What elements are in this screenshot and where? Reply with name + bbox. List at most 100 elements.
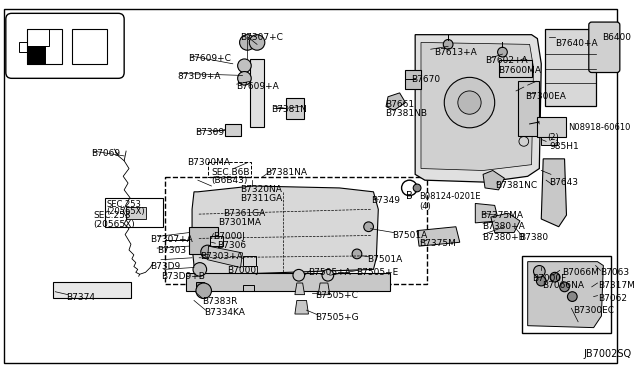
Circle shape: [239, 35, 255, 50]
Circle shape: [413, 184, 421, 192]
Polygon shape: [192, 186, 378, 275]
Polygon shape: [295, 301, 308, 314]
Text: B7349: B7349: [371, 196, 401, 205]
Text: B7066NA: B7066NA: [542, 281, 584, 290]
Text: SEC.253: SEC.253: [93, 211, 131, 220]
Text: B7600MA: B7600MA: [499, 66, 541, 75]
Text: SEC.B6B: SEC.B6B: [211, 167, 250, 177]
Text: B08124-0201E: B08124-0201E: [419, 192, 481, 201]
Text: B7320NA: B7320NA: [241, 185, 282, 194]
Text: B7505+E: B7505+E: [356, 269, 398, 278]
Circle shape: [237, 71, 252, 85]
Text: B73D9+B: B73D9+B: [161, 272, 205, 281]
Text: B: B: [406, 191, 413, 201]
Circle shape: [560, 282, 570, 292]
Text: B7000J: B7000J: [213, 232, 245, 241]
Polygon shape: [318, 283, 330, 295]
Text: B7609+C: B7609+C: [188, 54, 231, 63]
Text: B7640+A: B7640+A: [555, 39, 598, 48]
Text: JB7002SQ: JB7002SQ: [583, 349, 631, 359]
Text: B7303: B7303: [157, 246, 186, 255]
Circle shape: [550, 272, 560, 282]
Text: B7069: B7069: [91, 149, 120, 158]
Bar: [189, 227, 218, 254]
Circle shape: [237, 59, 252, 73]
Text: B7000J: B7000J: [227, 266, 259, 275]
Bar: [19, 42, 27, 52]
Text: B7380: B7380: [519, 232, 548, 241]
Text: B7306: B7306: [218, 241, 246, 250]
Circle shape: [201, 245, 214, 259]
Bar: [196, 282, 204, 290]
Text: B7311GA: B7311GA: [241, 194, 283, 203]
Text: B7383R: B7383R: [202, 296, 237, 305]
Text: B7309: B7309: [195, 128, 224, 137]
Bar: [541, 138, 557, 145]
Circle shape: [293, 269, 305, 281]
Circle shape: [444, 39, 453, 49]
Bar: [126, 207, 145, 219]
Bar: [165, 177, 427, 284]
Bar: [545, 29, 596, 106]
Text: (20565X): (20565X): [93, 220, 135, 229]
Text: 873D9+A: 873D9+A: [177, 71, 221, 81]
Text: (4): (4): [419, 202, 431, 211]
Polygon shape: [417, 227, 460, 246]
Text: B7505+G: B7505+G: [316, 313, 359, 322]
Polygon shape: [415, 35, 541, 182]
Bar: [250, 59, 264, 127]
Bar: [207, 162, 252, 177]
Polygon shape: [491, 213, 520, 232]
Text: B7000F: B7000F: [532, 274, 567, 283]
Text: B7307+A: B7307+A: [150, 234, 193, 244]
Circle shape: [193, 263, 207, 276]
Text: B7670: B7670: [412, 76, 440, 84]
Text: N08918-60610: N08918-60610: [568, 123, 631, 132]
Text: B7380+A: B7380+A: [482, 222, 525, 231]
Polygon shape: [528, 262, 604, 328]
Text: B7303+A: B7303+A: [200, 252, 243, 261]
Bar: [186, 273, 390, 291]
Text: B7609+A: B7609+A: [236, 82, 278, 91]
Bar: [105, 198, 163, 227]
Polygon shape: [421, 42, 534, 170]
Text: SEC.253: SEC.253: [107, 200, 141, 209]
Text: B7501A: B7501A: [392, 231, 427, 240]
Text: B7300EC: B7300EC: [573, 306, 614, 315]
Text: B7374: B7374: [66, 293, 95, 302]
Bar: [225, 124, 241, 135]
Polygon shape: [483, 170, 504, 190]
Text: B7381NB: B7381NB: [385, 109, 427, 118]
Text: B7375M: B7375M: [419, 239, 456, 248]
Circle shape: [568, 292, 577, 301]
Circle shape: [322, 269, 333, 281]
Text: B7613+A: B7613+A: [435, 48, 477, 57]
Text: B7301MA: B7301MA: [218, 218, 261, 227]
Bar: [499, 60, 532, 77]
Text: B7300MA: B7300MA: [188, 158, 230, 167]
Text: B7066M: B7066M: [562, 269, 598, 278]
Text: (20565X): (20565X): [107, 207, 145, 217]
Text: 985H1: 985H1: [549, 142, 579, 151]
Bar: [522, 256, 611, 333]
Text: (2): (2): [547, 133, 559, 142]
Text: B6400: B6400: [602, 33, 632, 42]
Text: B7062: B7062: [598, 294, 627, 303]
FancyBboxPatch shape: [589, 22, 620, 73]
Circle shape: [498, 47, 508, 57]
Circle shape: [458, 91, 481, 114]
Text: B7501A: B7501A: [367, 255, 402, 264]
Circle shape: [196, 283, 211, 298]
Bar: [53, 282, 131, 298]
Polygon shape: [207, 246, 243, 267]
Text: B7381NC: B7381NC: [495, 181, 537, 190]
Circle shape: [250, 35, 265, 50]
Text: (B6B43): (B6B43): [211, 176, 248, 185]
Text: B7307+C: B7307+C: [241, 33, 284, 42]
Bar: [518, 81, 540, 135]
Polygon shape: [541, 159, 566, 227]
Text: B7661: B7661: [385, 100, 414, 109]
Text: B7334KA: B7334KA: [204, 308, 244, 317]
Text: B7381NA: B7381NA: [265, 167, 307, 177]
Text: B7375MA: B7375MA: [480, 211, 523, 220]
